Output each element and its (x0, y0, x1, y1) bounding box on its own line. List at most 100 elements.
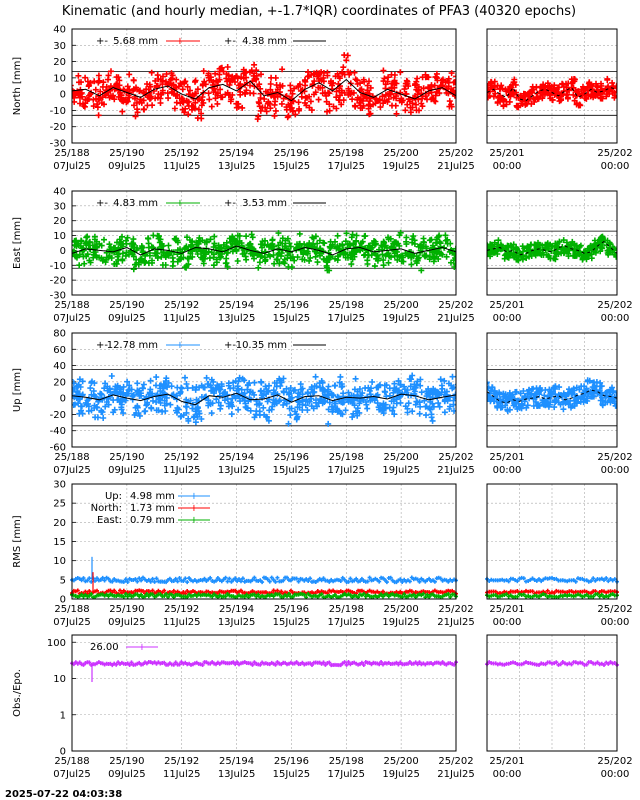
y-tick-label: 40 (53, 25, 66, 36)
y-tick-label: 30 (53, 201, 66, 212)
obs-main-frame (71, 635, 457, 752)
x-tick-label: 25/190 (109, 148, 144, 159)
y-tick-label: -10 (50, 106, 66, 117)
x-tick-label: 25/188 (54, 148, 89, 159)
y-tick-label: -30 (50, 139, 66, 150)
x-tick-label: 25/198 (329, 604, 364, 615)
y-tick-label: 10 (53, 674, 66, 685)
panel-east: 40 30 20 10 0 -10 -20 -30 East [mm] 25/188 07Jul25… (12, 187, 633, 325)
north-zoom-median (487, 86, 617, 102)
panel-obs: 1001010Obs./Epo.25/18807Jul2525/19009Jul… (12, 634, 633, 780)
legend-label: 5.68 mm (113, 36, 158, 47)
up-zoom-points (487, 377, 617, 414)
x-tick-label: 25/192 (164, 756, 199, 767)
east-median-line (72, 245, 456, 256)
x-tick-date: 15Jul25 (273, 313, 311, 324)
east-main-border (71, 190, 457, 296)
x-tick-date: 13Jul25 (218, 161, 256, 172)
x-tick-date: 21Jul25 (437, 465, 475, 476)
x-tick-label: 25/194 (219, 604, 254, 615)
zoom-x-tick-label: 25/202 (597, 148, 632, 159)
legend-marker: +- (96, 36, 108, 47)
y-tick-label: 100 (47, 638, 66, 649)
north-zoom-border (486, 28, 618, 144)
zoom-x-tick-time: 00:00 (493, 161, 522, 172)
x-tick-date: 19Jul25 (382, 617, 420, 628)
x-tick-label: 25/202 (438, 756, 473, 767)
x-tick-label: 25/196 (274, 452, 309, 463)
legend-marker: +- (224, 36, 236, 47)
x-tick-label: 25/194 (219, 300, 254, 311)
y-tick-label: -10 (50, 261, 66, 272)
x-tick-label: 25/200 (384, 300, 419, 311)
x-tick-date: 09Jul25 (108, 313, 146, 324)
zoom-x-tick-label: 25/202 (597, 452, 632, 463)
y-tick-label: 10 (53, 556, 66, 567)
x-tick-label: 25/200 (384, 756, 419, 767)
x-tick-date: 19Jul25 (382, 465, 420, 476)
x-tick-date: 07Jul25 (53, 617, 91, 628)
x-tick-date: 07Jul25 (53, 161, 91, 172)
x-tick-date: 21Jul25 (437, 617, 475, 628)
up-main-border (71, 332, 457, 448)
zoom-x-tick-label: 25/201 (489, 604, 524, 615)
obs-axis-label: Obs./Epo. (12, 669, 23, 717)
x-tick-label: 25/202 (438, 148, 473, 159)
x-tick-date: 11Jul25 (163, 161, 201, 172)
x-tick-label: 25/192 (164, 604, 199, 615)
legend-label: Up: (105, 491, 122, 502)
obs-zoom-marks (485, 660, 619, 667)
y-tick-label: 40 (53, 187, 66, 198)
x-tick-label: 25/188 (54, 452, 89, 463)
x-tick-date: 07Jul25 (53, 313, 91, 324)
x-tick-label: 25/190 (109, 756, 144, 767)
chart-title: Kinematic (and hourly median, +-1.7*IQR)… (62, 4, 576, 19)
y-tick-label: -40 (50, 426, 66, 437)
y-tick-label: -20 (50, 122, 66, 133)
x-tick-label: 25/200 (384, 148, 419, 159)
x-tick-label: 25/198 (329, 452, 364, 463)
panel-up: 80 60 40 20 0 -20 -40 -60 Up [mm] 25/188 07Jul25 25… (12, 329, 633, 477)
legend-label: East: (97, 515, 122, 526)
zoom-x-tick-time: 00:00 (601, 465, 630, 476)
x-tick-date: 15Jul25 (273, 617, 311, 628)
x-tick-label: 25/188 (54, 756, 89, 767)
up-zoom-border (486, 332, 618, 448)
zoom-x-tick-time: 00:00 (493, 313, 522, 324)
east-legend: +- 4.83 mm + +- 3.53 mm (96, 198, 326, 209)
legend-label: 3.53 mm (242, 198, 287, 209)
x-tick-date: 19Jul25 (382, 161, 420, 172)
y-tick-label: 20 (53, 216, 66, 227)
x-tick-date: 15Jul25 (273, 769, 311, 780)
zoom-x-tick-label: 25/202 (597, 756, 632, 767)
x-tick-date: 11Jul25 (163, 769, 201, 780)
y-tick-label: 30 (53, 41, 66, 52)
north-axis-label: North [mm] (12, 57, 23, 116)
x-tick-date: 09Jul25 (108, 465, 146, 476)
legend-label: 4.38 mm (242, 36, 287, 47)
x-tick-label: 25/198 (329, 300, 364, 311)
x-tick-date: 09Jul25 (108, 161, 146, 172)
legend-cross: + (190, 515, 198, 526)
y-tick-label: -30 (50, 291, 66, 302)
legend-label: 10.35 mm (236, 340, 287, 351)
east-zoom-marks (487, 233, 617, 264)
zoom-x-tick-time: 00:00 (493, 465, 522, 476)
obs-main-border (71, 634, 457, 752)
y-tick-label: 80 (53, 329, 66, 340)
legend-marker: +- (96, 198, 108, 209)
zoom-x-tick-time: 00:00 (601, 161, 630, 172)
x-tick-date: 13Jul25 (218, 769, 256, 780)
y-tick-label: -60 (50, 443, 66, 454)
legend-marker: +- (224, 198, 236, 209)
obs-marks (70, 660, 458, 668)
y-tick-label: 0 (60, 246, 66, 257)
legend-label: 26.00 (90, 642, 119, 653)
east-zoom-points (487, 233, 617, 264)
y-tick-label: 30 (53, 480, 66, 491)
legend-cross: + (190, 503, 198, 514)
x-tick-label: 25/194 (219, 756, 254, 767)
up-zoom-marks (487, 377, 617, 414)
up-median-line (72, 392, 456, 406)
